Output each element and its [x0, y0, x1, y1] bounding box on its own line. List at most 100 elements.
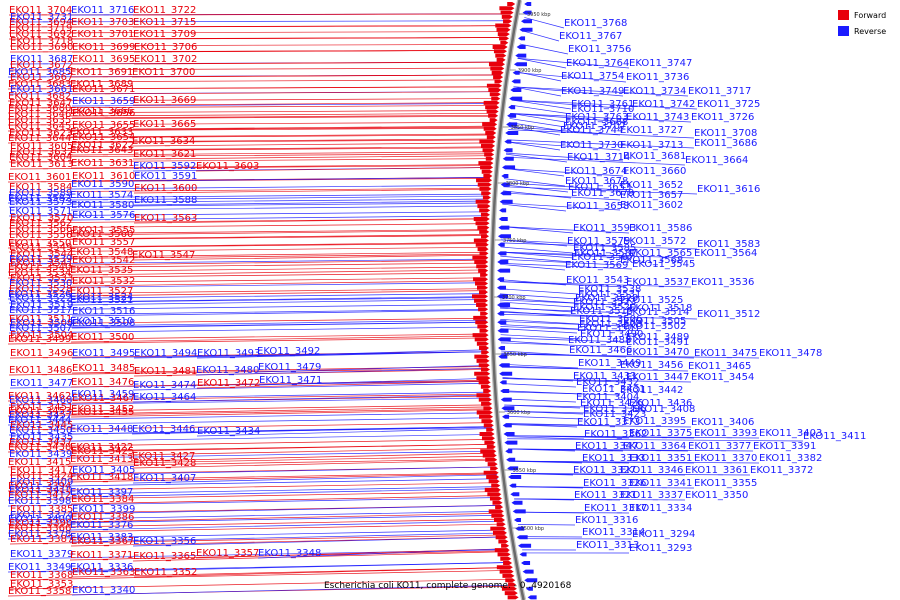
label-connector — [513, 86, 562, 97]
label-connector — [8, 288, 487, 295]
legend-forward-label: Forward — [854, 11, 886, 20]
tick-label: 3900 kbp — [518, 68, 542, 74]
gene-label-left: EKO11_3694 — [9, 17, 72, 28]
label-connector — [499, 297, 576, 304]
gene-label-right: EKO11_3725 — [697, 99, 760, 110]
gene-label-right: EKO11_3512 — [697, 309, 760, 320]
label-connector — [9, 333, 487, 341]
gene-label-left: EKO11_3428 — [133, 458, 196, 469]
gene-label-right: EKO11_3727 — [620, 125, 683, 136]
gene-label-left: EKO11_3550 — [8, 238, 71, 249]
label-connector — [9, 478, 498, 488]
gene-label-left: EKO11_3542 — [72, 255, 135, 266]
label-connector — [500, 239, 568, 247]
gene-label-right: EKO11_3568 — [620, 255, 683, 266]
label-connector — [521, 30, 560, 42]
reverse-gene-arrow — [502, 414, 510, 419]
label-connector — [8, 309, 487, 316]
label-connector — [71, 505, 502, 515]
gene-label-left: EKO11_3622 — [71, 140, 134, 151]
gene-label-left: EKO11_3407 — [133, 473, 196, 484]
gene-label-right: EKO11_3506 — [579, 314, 642, 325]
label-connector — [500, 263, 566, 271]
forward-gene-arrow — [479, 346, 490, 350]
reverse-gene-arrow — [513, 518, 521, 522]
label-connector — [196, 380, 489, 389]
label-connector — [9, 404, 491, 413]
gene-label-left: EKO11_3592 — [133, 161, 196, 172]
reverse-gene-arrow — [498, 217, 508, 221]
forward-gene-arrow — [486, 444, 496, 449]
gene-label-left: EKO11_3654 — [72, 132, 135, 143]
forward-gene-arrow — [483, 174, 493, 178]
label-connector — [500, 328, 578, 334]
gene-label-left: EKO11_3450 — [9, 425, 72, 436]
forward-gene-arrow — [478, 268, 489, 273]
forward-gene-arrow — [486, 427, 495, 432]
legend-reverse-swatch — [838, 26, 849, 36]
forward-gene-arrow — [483, 389, 492, 393]
forward-gene-arrow — [480, 367, 490, 372]
forward-gene-arrow — [488, 509, 504, 514]
label-connector — [71, 230, 488, 236]
gene-label-right: EKO11_3587 — [574, 248, 637, 259]
label-connector — [501, 226, 630, 234]
gene-label-left: EKO11_3530 — [9, 278, 72, 289]
legend: Forward Reverse — [838, 10, 886, 36]
tick-label: 3800 kbp — [506, 181, 530, 187]
reverse-gene-arrow — [501, 406, 515, 411]
reverse-gene-arrow — [498, 354, 508, 359]
gene-label-left: EKO11_3468 — [9, 395, 72, 406]
label-connector — [7, 272, 487, 279]
forward-gene-arrow — [478, 307, 489, 312]
label-connector — [502, 378, 692, 383]
gene-label-right: EKO11_3730 — [560, 140, 623, 151]
reverse-gene-arrow — [497, 285, 507, 290]
forward-gene-arrow — [492, 530, 507, 535]
gene-label-left: EKO11_3444 — [8, 415, 71, 426]
label-connector — [71, 114, 496, 119]
gene-label-left: EKO11_3682 — [8, 91, 71, 102]
label-connector — [500, 258, 621, 266]
label-connector — [8, 246, 487, 253]
gene-label-left: EKO11_3718 — [10, 36, 73, 47]
forward-gene-arrow — [479, 139, 496, 144]
label-connector — [132, 459, 496, 469]
gene-label-left: EKO11_3481 — [134, 366, 197, 377]
gene-label-left: EKO11_3353 — [10, 579, 73, 590]
label-connector — [503, 184, 569, 193]
forward-gene-arrow — [481, 419, 494, 424]
label-connector — [8, 439, 494, 448]
label-connector — [500, 326, 624, 332]
gene-label-right: EKO11_3583 — [697, 239, 760, 250]
gene-label-right: EKO11_3537 — [626, 277, 689, 288]
label-connector — [133, 567, 512, 578]
label-connector — [8, 450, 495, 460]
gene-label-left: EKO11_3535 — [70, 265, 133, 276]
forward-gene-arrow — [488, 88, 502, 92]
gene-label-right: EKO11_3465 — [688, 361, 751, 372]
label-connector — [195, 548, 508, 559]
gene-label-left: EKO11_3480 — [196, 365, 259, 376]
forward-gene-arrow — [481, 350, 490, 355]
label-connector — [7, 393, 490, 402]
tick-label: 3550 kbp — [513, 468, 537, 474]
gene-label-left: EKO11_3495 — [72, 348, 135, 359]
reverse-gene-arrow — [515, 526, 525, 531]
gene-label-left: EKO11_3527 — [70, 286, 133, 297]
gene-label-right: EKO11_3347 — [575, 441, 638, 452]
gene-label-left: EKO11_3643 — [70, 145, 133, 156]
label-connector — [132, 551, 509, 562]
gene-label-right: EKO11_3569 — [565, 260, 628, 271]
label-connector — [131, 452, 495, 462]
forward-gene-arrow — [475, 320, 489, 325]
label-connector — [8, 211, 488, 217]
label-connector — [257, 365, 488, 373]
gene-label-left: EKO11_3715 — [133, 17, 196, 28]
label-connector — [71, 466, 497, 476]
label-connector — [501, 363, 579, 369]
gene-label-left: EKO11_3412 — [8, 490, 71, 501]
forward-gene-arrow — [507, 2, 516, 6]
